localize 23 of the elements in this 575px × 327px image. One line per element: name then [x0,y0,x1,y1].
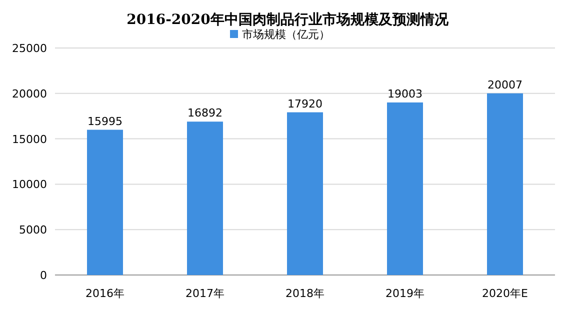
y-tick-label: 15000 [12,132,47,146]
x-tick-label: 2020年E [482,287,528,300]
bar [187,122,223,275]
x-tick-label: 2017年 [186,287,224,300]
y-tick-label: 20000 [12,87,47,100]
bar [487,93,523,275]
y-tick-label: 5000 [19,224,47,237]
data-label: 17920 [288,97,322,110]
data-label: 20007 [488,78,522,92]
y-tick-label: 0 [40,269,47,282]
bar [387,102,423,275]
data-label: 19003 [388,87,422,100]
bar [287,112,323,275]
legend-label: 市场规模（亿元） [242,28,330,41]
y-tick-label: 10000 [12,178,47,192]
y-tick-label: 25000 [12,42,47,55]
x-tick-label: 2018年 [286,287,324,300]
data-label: 15995 [88,114,122,128]
x-tick-label: 2016年 [86,287,124,300]
data-label: 16892 [188,106,222,120]
bar [87,130,123,275]
chart-title: 2016-2020年中国肉制品行业市场规模及预测情况 [126,11,450,28]
x-tick-label: 2019年 [386,287,424,300]
